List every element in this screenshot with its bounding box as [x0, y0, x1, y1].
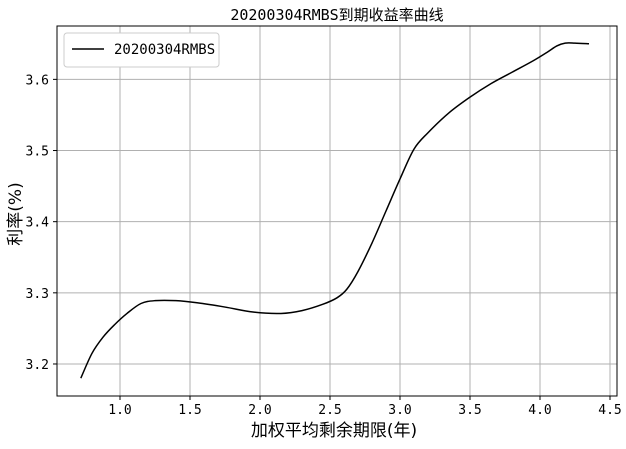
x-tick-label: 2.5 — [318, 403, 341, 418]
series-line — [80, 42, 590, 379]
legend: 20200304RMBS — [63, 32, 220, 68]
grid-lines — [57, 26, 617, 396]
y-tick-label: 3.5 — [26, 145, 49, 160]
y-axis-label: 利率(%) — [6, 182, 26, 245]
x-tick-label: 4.5 — [598, 403, 621, 418]
x-tick-label: 1.0 — [108, 403, 131, 418]
x-tick-label: 2.0 — [248, 403, 271, 418]
x-axis-label: 加权平均剩余期限(年) — [251, 421, 417, 441]
y-tick-label: 3.4 — [26, 216, 50, 231]
series-layer — [80, 42, 590, 379]
y-tick-label: 3.6 — [26, 73, 49, 88]
legend-box — [63, 32, 220, 68]
chart-title: 20200304RMBS到期收益率曲线 — [230, 6, 443, 24]
x-tick-label: 3.0 — [388, 403, 411, 418]
x-tick-label: 3.5 — [458, 403, 481, 418]
axis-ticks: 1.0 1.5 2.0 2.5 3.0 3.5 4.0 4.5 3.2 3.3 3.4 3.5 3.6 — [26, 73, 622, 418]
x-tick-label: 1.5 — [178, 403, 201, 418]
x-tick-label: 4.0 — [528, 403, 551, 418]
y-tick-label: 3.3 — [26, 287, 49, 302]
y-tick-label: 3.2 — [26, 358, 49, 373]
plot-frame — [56, 25, 618, 397]
legend-label: 20200304RMBS — [114, 42, 215, 58]
